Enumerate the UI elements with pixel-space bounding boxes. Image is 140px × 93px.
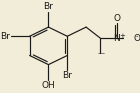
Text: +: + [120, 33, 126, 39]
Text: O: O [113, 14, 120, 23]
Text: Br: Br [62, 71, 72, 80]
Text: -: - [136, 33, 139, 39]
Text: —: — [97, 50, 104, 56]
Text: OH: OH [42, 81, 55, 90]
Text: Br: Br [0, 32, 10, 41]
Text: O: O [134, 34, 140, 43]
Text: Br: Br [44, 2, 53, 11]
Text: N: N [113, 34, 120, 43]
